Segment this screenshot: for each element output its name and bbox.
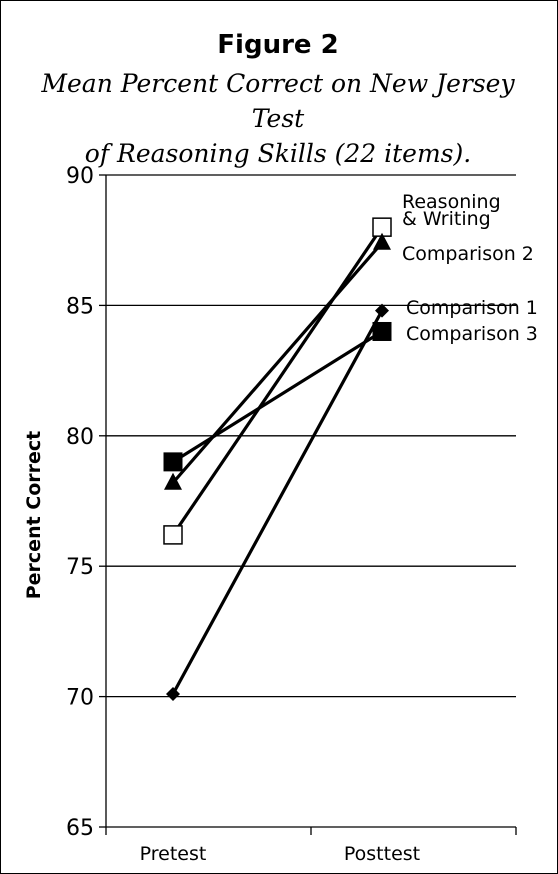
series-2-point-1: [375, 303, 389, 318]
figure-title: Figure 2: [217, 30, 339, 60]
series-label-line: & Writing: [402, 208, 491, 230]
series-1-point-1: [373, 232, 391, 250]
series-lines: [171, 226, 384, 695]
y-tick-label: 85: [66, 294, 94, 319]
y-tick-label: 90: [66, 164, 94, 189]
series-0-point-0: [163, 525, 183, 545]
series-labels: Reasoning & Writing Comparison 2 Comparison…: [402, 191, 538, 345]
x-tick-label: Pretest: [140, 843, 207, 865]
series-label-line: Comparison 2: [402, 243, 534, 265]
series-3-point-0: [163, 452, 183, 472]
series-1-point-0: [164, 472, 182, 490]
figure-subtitle: Mean Percent Correct on New Jersey Test …: [20, 66, 536, 171]
figure-subtitle-line-1: Mean Percent Correct on New Jersey Test: [41, 69, 515, 133]
x-tick-label: Posttest: [344, 843, 420, 865]
series-label-line: Reasoning: [402, 191, 501, 213]
y-tick-label: 75: [66, 555, 94, 580]
series-line-0: [171, 226, 384, 536]
series-label-line: Comparison 3: [406, 323, 538, 345]
series-line-3: [172, 330, 383, 464]
y-tick-label: 80: [66, 425, 94, 450]
series-2-point-0: [166, 686, 180, 701]
x-tick-labels: Pretest Posttest: [140, 843, 420, 865]
series-label-line: Comparison 1: [406, 297, 538, 319]
y-tick-label: 65: [66, 816, 94, 841]
y-axis-title: Percent Correct: [23, 431, 45, 600]
series-markers: [163, 217, 392, 701]
axes: [99, 174, 517, 835]
y-tick-label: 70: [66, 686, 94, 711]
series-line-2: [171, 309, 384, 695]
series-label-0: Reasoning & Writing: [402, 191, 501, 230]
figure-subtitle-line-2: of Reasoning Skills (22 items).: [84, 139, 472, 168]
series-label-2: Comparison 1: [406, 297, 538, 319]
series-label-3: Comparison 3: [406, 323, 538, 345]
series-3-point-1: [372, 321, 392, 341]
series-label-1: Comparison 2: [402, 243, 534, 265]
series-line-1: [171, 241, 384, 484]
y-tick-labels: 65 70 75 80 85 90: [66, 164, 94, 841]
